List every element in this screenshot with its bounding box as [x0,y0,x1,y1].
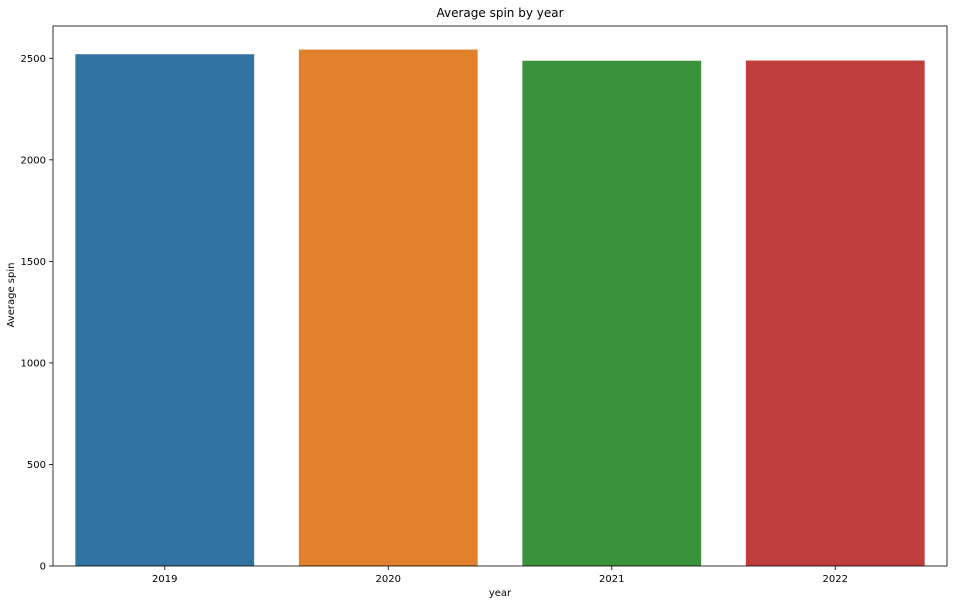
x-axis-label: year [489,588,512,599]
y-tick-label: 0 [40,562,46,573]
y-tick-label: 2500 [21,54,46,65]
plot-frame [52,25,948,567]
y-tick-label: 1500 [21,257,46,268]
x-tick-label-2019: 2019 [152,574,177,585]
y-axis-label: Average spin [6,263,17,328]
y-tick-label: 1000 [21,358,46,369]
bar-2021 [522,60,702,566]
y-tick-label: 2000 [21,155,46,166]
bars-group [75,49,925,566]
x-tick-label-2020: 2020 [376,574,401,585]
bar-2022 [745,60,925,566]
y-axis-ticks: 0 500 1000 1500 2000 2500 [21,54,53,573]
bar-2020 [298,49,478,566]
x-tick-label-2022: 2022 [823,574,848,585]
x-axis-ticks: 2019 2020 2021 2022 [152,566,848,585]
chart-title: Average spin by year [436,6,563,20]
x-tick-label-2021: 2021 [599,574,624,585]
bar-2019 [75,54,255,566]
y-tick-label: 500 [27,460,46,471]
